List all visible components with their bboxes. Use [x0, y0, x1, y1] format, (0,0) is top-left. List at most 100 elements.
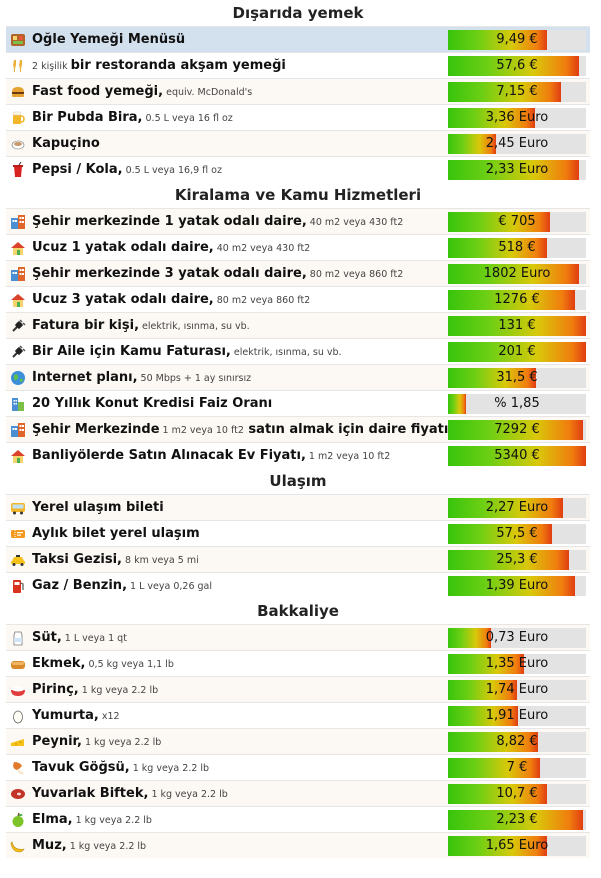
price-row: Şehir merkezinde 1 yatak odalı daire, 40…: [6, 208, 590, 234]
price-value: € 705: [498, 213, 536, 229]
price-value: 201 €: [498, 343, 536, 359]
fast-food-icon: [9, 83, 27, 101]
item-label: Şehir merkezinde 1 yatak odalı daire, 40…: [32, 214, 448, 229]
price-bar-fill: [448, 419, 584, 440]
price-bar: 131 €: [448, 315, 586, 336]
apartment-city-icon: [9, 421, 27, 439]
price-bar-fill: [448, 29, 548, 50]
item-note: 1 kg veya 2.2 lb: [66, 841, 147, 852]
lunch-menu-icon: [9, 31, 27, 49]
item-label: Ucuz 3 yatak odalı daire, 80 m2 veya 860…: [32, 292, 448, 307]
price-value: 2,33 Euro: [485, 161, 549, 177]
item-name: Banliyölerde Satın Alınacak Ev Fiyatı,: [32, 448, 306, 463]
price-row: Taksi Gezisi, 8 km veya 5 mi 25,3 €: [6, 546, 590, 572]
item-name: Fatura bir kişi,: [32, 318, 140, 333]
price-bar-fill: [448, 263, 580, 284]
price-row: Öğle Yemeği Menüsü 9,49 €: [6, 26, 590, 52]
price-bar: 1802 Euro: [448, 263, 586, 284]
price-value: 9,49 €: [496, 31, 538, 47]
item-name: Pirinç,: [32, 682, 79, 697]
price-row: Pepsi / Kola, 0.5 L veya 16,9 fl oz 2,33 …: [6, 156, 590, 182]
item-label: Pirinç, 1 kg veya 2.2 lb: [32, 682, 448, 697]
item-label: Ekmek, 0,5 kg veya 1,1 lb: [32, 656, 448, 671]
price-value: 10,7 €: [496, 785, 538, 801]
item-name: İnternet planı,: [32, 370, 138, 385]
item-name: Bir Pubda Bira,: [32, 110, 143, 125]
item-label: Aylık bilet yerel ulaşım: [32, 526, 448, 541]
item-label: Kapuçino: [32, 136, 448, 151]
price-bar-fill: [448, 315, 586, 336]
price-bar: 0,73 Euro: [448, 627, 586, 648]
cheese-icon: [9, 733, 27, 751]
globe-icon: [9, 369, 27, 387]
item-name: Gaz / Benzin,: [32, 578, 128, 593]
item-label: Süt, 1 L veya 1 qt: [32, 630, 448, 645]
item-note: 1 kg veya 2.2 lb: [78, 685, 159, 696]
price-bar: 9,49 €: [448, 29, 586, 50]
cola-icon: [9, 161, 27, 179]
item-note: 1 kg veya 2.2 lb: [81, 737, 162, 748]
item-name: Peynir,: [32, 734, 82, 749]
price-bar-fill: [448, 237, 548, 258]
price-value: 7,15 €: [496, 83, 538, 99]
price-bar: 1,39 Euro: [448, 575, 586, 596]
price-row: Yumurta, x12 1,91 Euro: [6, 702, 590, 728]
item-name: Pepsi / Kola,: [32, 162, 123, 177]
price-row: İnternet planı, 50 Mbps + 1 ay sınırsız 3…: [6, 364, 590, 390]
item-note: 8 km veya 5 mi: [121, 555, 199, 566]
price-bar-fill: [448, 133, 497, 154]
item-name: Süt,: [32, 630, 62, 645]
price-bar-fill: [448, 575, 575, 596]
price-value: 1,65 Euro: [485, 837, 549, 853]
price-value: 25,3 €: [496, 551, 538, 567]
apartment-city-icon: [9, 213, 27, 231]
price-bar: 7,15 €: [448, 81, 586, 102]
item-note: 0.5 L veya 16,9 fl oz: [122, 165, 222, 176]
price-value: 2,23 €: [496, 811, 538, 827]
price-bar-fill: [448, 809, 584, 830]
price-bar-fill: [448, 367, 537, 388]
item-name: Şehir merkezinde 3 yatak odalı daire,: [32, 266, 307, 281]
item-lead: 2 kişilik: [32, 61, 71, 72]
steak-icon: [9, 785, 27, 803]
price-value: 57,5 €: [496, 525, 538, 541]
price-value: 2,45 Euro: [485, 135, 549, 151]
house-icon: [9, 239, 27, 257]
ticket-icon: [9, 525, 27, 543]
item-label: Bir Aile için Kamu Faturası, elektrik, ı…: [32, 344, 448, 359]
item-name: Yerel ulaşım bileti: [32, 500, 164, 515]
item-name: Bir Aile için Kamu Faturası,: [32, 344, 231, 359]
item-note: elektrik, ısınma, su vb.: [230, 347, 342, 358]
price-bar-fill: [448, 549, 570, 570]
item-label: Fatura bir kişi, elektrik, ısınma, su vb…: [32, 318, 448, 333]
building-icon: [9, 395, 27, 413]
egg-icon: [9, 707, 27, 725]
price-bar: 1,65 Euro: [448, 835, 586, 856]
price-row: Fast food yemeği, equiv. McDonald's 7,15 …: [6, 78, 590, 104]
price-value: 1,91 Euro: [485, 707, 549, 723]
item-name: Ucuz 3 yatak odalı daire,: [32, 292, 214, 307]
bus-icon: [9, 499, 27, 517]
item-note: x12: [98, 711, 120, 722]
price-row: Yuvarlak Biftek, 1 kg veya 2.2 lb 10,7 €: [6, 780, 590, 806]
price-row: Şehir merkezinde 3 yatak odalı daire, 80…: [6, 260, 590, 286]
price-value: 1,74 Euro: [485, 681, 549, 697]
beer-icon: [9, 109, 27, 127]
price-bar-fill: [448, 341, 586, 362]
price-bar-fill: [448, 731, 538, 752]
item-note: equiv. McDonald's: [163, 87, 253, 98]
item-label: Şehir Merkezinde 1 m2 veya 10 ft2 satın …: [32, 422, 448, 437]
price-value: 1276 €: [494, 291, 540, 307]
price-value: 57,6 €: [496, 57, 538, 73]
price-bar-fill: [448, 835, 548, 856]
item-label: Elma, 1 kg veya 2.2 lb: [32, 812, 448, 827]
price-row: Ucuz 1 yatak odalı daire, 40 m2 veya 430…: [6, 234, 590, 260]
item-label: Pepsi / Kola, 0.5 L veya 16,9 fl oz: [32, 162, 448, 177]
price-row: Gaz / Benzin, 1 L veya 0,26 gal 1,39 Euro: [6, 572, 590, 598]
item-name: Fast food yemeği,: [32, 84, 164, 99]
price-bar-fill: [448, 81, 562, 102]
price-bar-fill: [448, 783, 548, 804]
price-value: % 1,85: [494, 395, 540, 411]
price-bar-fill: [448, 497, 563, 518]
item-label: İnternet planı, 50 Mbps + 1 ay sınırsız: [32, 370, 448, 385]
